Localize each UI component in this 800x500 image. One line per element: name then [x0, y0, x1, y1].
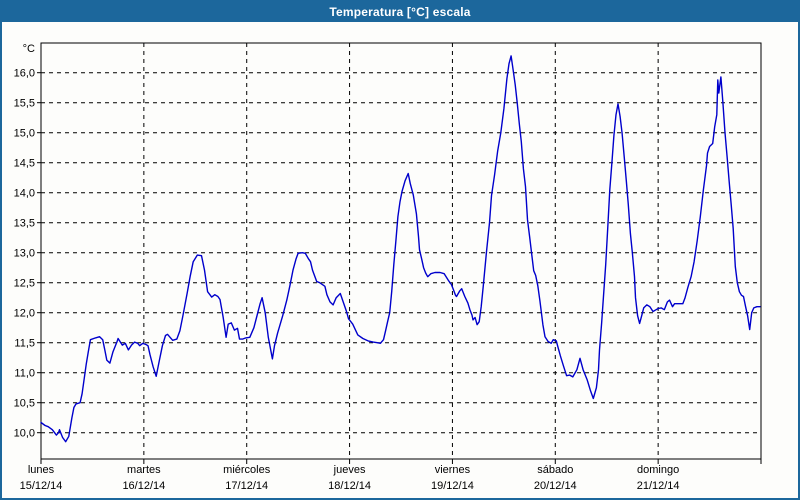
x-axis-day-label: martes: [127, 464, 161, 476]
plot-border: [40, 42, 762, 460]
x-axis-date-label: 19/12/14: [431, 480, 474, 492]
y-axis-tick-label: 13,5: [14, 218, 35, 230]
x-axis-day-label: jueves: [333, 464, 366, 476]
y-axis-tick-label: 14,5: [14, 158, 35, 170]
y-axis-tick-label: 13,0: [14, 248, 35, 260]
y-axis-tick-label: 11,0: [14, 368, 35, 380]
y-axis-tick-label: 12,5: [14, 278, 35, 290]
y-axis-tick-label: 15,0: [14, 128, 35, 140]
y-axis-tick-label: 12,0: [14, 308, 35, 320]
x-axis-date-label: 16/12/14: [122, 480, 165, 492]
y-axis-tick-label: 11,5: [14, 338, 35, 350]
x-axis-day-label: lunes: [28, 464, 55, 476]
x-axis-day-label: viernes: [435, 464, 471, 476]
y-axis-tick-label: 14,0: [14, 188, 35, 200]
x-axis-date-label: 15/12/14: [20, 480, 63, 492]
x-axis-date-label: 21/12/14: [637, 480, 680, 492]
window-title: Temperatura [°C] escala: [329, 5, 471, 19]
title-bar: Temperatura [°C] escala: [2, 2, 798, 22]
temperature-series-line: [40, 55, 761, 443]
y-axis-unit-label: °C: [23, 43, 35, 55]
x-axis-day-label: domingo: [637, 464, 679, 476]
x-axis-date-label: 17/12/14: [225, 480, 268, 492]
x-axis-date-label: 18/12/14: [328, 480, 371, 492]
y-axis-tick-label: 10,5: [14, 398, 35, 410]
x-axis-day-label: miércoles: [223, 464, 271, 476]
temperature-line-chart: 16,0 15,5 15,0 14,5 14,0 13,5 13,0 12,5 12,0 11,5…: [14, 42, 762, 492]
y-axis-tick-label: 10,0: [14, 428, 35, 440]
y-axis-tick-label: 16,0: [14, 68, 35, 80]
y-axis-tick-label: 15,5: [14, 98, 35, 110]
x-axis-day-label: sábado: [537, 464, 573, 476]
x-axis-date-label: 20/12/14: [534, 480, 577, 492]
